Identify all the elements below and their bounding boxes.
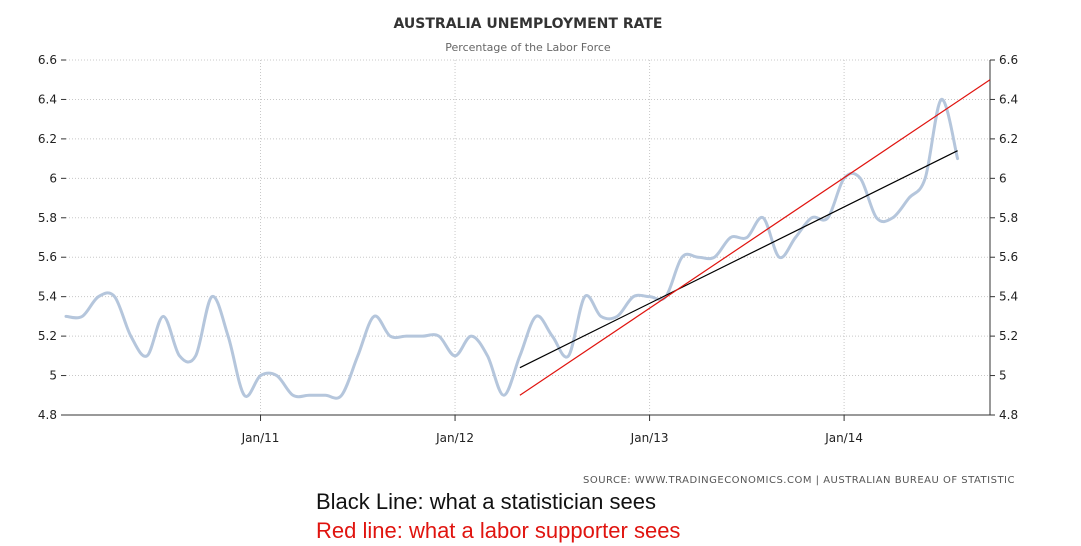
y-tick-label-left: 5.2 <box>38 329 57 343</box>
black-trend-line <box>519 150 958 369</box>
x-tick-label: Jan/12 <box>435 431 474 445</box>
x-tick-label: Jan/14 <box>824 431 863 445</box>
y-tick-label-right: 6.4 <box>999 92 1018 106</box>
y-tick-label-right: 5 <box>999 369 1007 383</box>
caption-black-line: Black Line: what a statistician sees <box>316 489 656 514</box>
red-trend-line <box>519 79 991 396</box>
y-tick-label-right: 6.2 <box>999 132 1018 146</box>
y-tick-label-left: 5.4 <box>38 290 57 304</box>
axes: 4.8 4.8 5 5 5.2 5.2 5.4 5.4 5.6 5.6 5.8 5.8 6 6 6.2 6.2… <box>38 53 1018 445</box>
caption-red-line: Red line: what a labor supporter sees <box>316 518 681 543</box>
y-tick-label-left: 4.8 <box>38 408 57 422</box>
y-tick-label-right: 5.2 <box>999 329 1018 343</box>
y-tick-label-left: 6.6 <box>38 53 57 67</box>
y-tick-label-right: 5.6 <box>999 250 1018 264</box>
source-note: SOURCE: WWW.TRADINGECONOMICS.COM | AUSTR… <box>583 475 1015 486</box>
y-tick-label-right: 5.4 <box>999 290 1018 304</box>
chart-subtitle: Percentage of the Labor Force <box>445 41 611 54</box>
x-tick-label: Jan/11 <box>241 431 280 445</box>
unemployment-series-line <box>64 97 960 400</box>
trend-lines <box>519 79 991 396</box>
grid <box>66 59 990 415</box>
x-tick-label: Jan/13 <box>630 431 669 445</box>
y-tick-label-right: 6 <box>999 171 1007 185</box>
y-tick-label-left: 5.6 <box>38 250 57 264</box>
y-tick-label-right: 5.8 <box>999 211 1018 225</box>
y-tick-label-left: 6.2 <box>38 132 57 146</box>
y-tick-label-right: 6.6 <box>999 53 1018 67</box>
series-layer <box>64 97 960 400</box>
chart-title: AUSTRALIA UNEMPLOYMENT RATE <box>394 16 663 32</box>
y-tick-label-left: 6.4 <box>38 92 57 106</box>
y-tick-label-left: 5.8 <box>38 211 57 225</box>
y-tick-label-left: 5 <box>49 369 57 383</box>
y-tick-label-left: 6 <box>49 171 57 185</box>
y-tick-label-right: 4.8 <box>999 408 1018 422</box>
